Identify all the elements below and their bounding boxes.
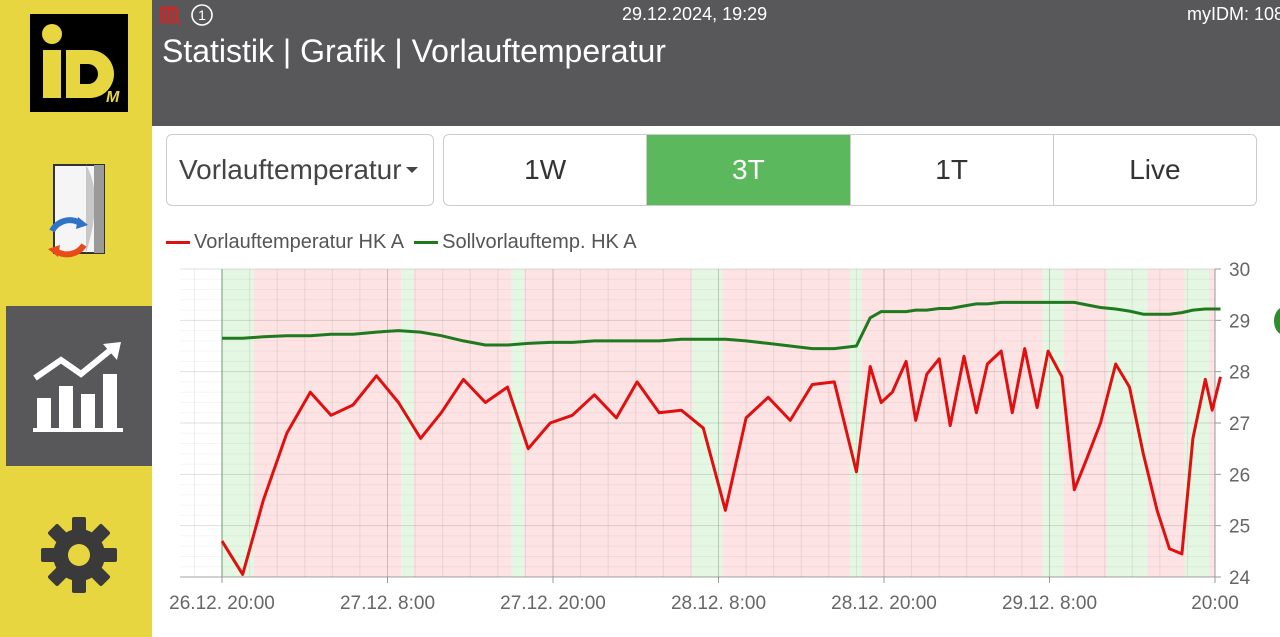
y-tick-label: 29 bbox=[1229, 311, 1250, 332]
y-tick-label: 30 bbox=[1229, 260, 1250, 281]
bar-chart-trend-icon bbox=[33, 342, 123, 432]
band-green-13 bbox=[1107, 269, 1148, 577]
heater-icon bbox=[159, 6, 181, 23]
x-tick-label: 27.12. 20:00 bbox=[500, 593, 606, 614]
sidebar-item-system[interactable] bbox=[6, 134, 152, 298]
legend-swatch-actual bbox=[166, 241, 190, 244]
header-status-icons: 1 bbox=[158, 3, 214, 27]
chevron-down-icon bbox=[405, 167, 418, 173]
range-1t-button[interactable]: 1T bbox=[851, 135, 1054, 205]
sidebar: M bbox=[0, 0, 152, 637]
band-green-5 bbox=[511, 269, 525, 577]
x-tick-label: 26.12. 20:00 bbox=[169, 593, 275, 614]
logo-sub-text: M bbox=[106, 89, 120, 106]
x-tick-label: 28.12. 8:00 bbox=[671, 593, 766, 614]
legend-label-actual: Vorlauftemperatur HK A bbox=[194, 231, 405, 253]
band-green-1 bbox=[222, 269, 254, 577]
page-title: Statistik | Grafik | Vorlauftemperatur bbox=[162, 33, 666, 69]
header-datetime: 29.12.2024, 19:29 bbox=[622, 4, 768, 24]
idm-logo-graphic: M bbox=[42, 24, 120, 106]
series-dropdown[interactable]: Vorlauftemperatur bbox=[166, 134, 434, 206]
band-red-2 bbox=[253, 269, 402, 577]
y-tick-label: 28 bbox=[1229, 363, 1250, 384]
band-red-8 bbox=[722, 269, 850, 577]
sidebar-item-statistics[interactable] bbox=[6, 306, 152, 466]
band-red-14 bbox=[1147, 269, 1185, 577]
y-tick-label: 24 bbox=[1229, 568, 1251, 589]
band-red-10 bbox=[861, 269, 1043, 577]
band-green-3 bbox=[401, 269, 414, 577]
range-3t-button[interactable]: 3T bbox=[647, 135, 851, 205]
gear-icon bbox=[41, 516, 117, 593]
band-green-9 bbox=[849, 269, 862, 577]
legend-swatch-setpoint bbox=[414, 241, 439, 244]
y-tick-label: 26 bbox=[1229, 465, 1250, 486]
sidebar-item-settings[interactable] bbox=[6, 472, 152, 637]
band-red-4 bbox=[413, 269, 512, 577]
x-tick-label: 20:00 bbox=[1191, 593, 1239, 614]
y-tick-label: 25 bbox=[1229, 517, 1250, 538]
series-line-0 bbox=[220, 347, 1222, 576]
idm-logo: M bbox=[30, 14, 128, 112]
range-1w-button[interactable]: 1W bbox=[444, 135, 648, 205]
x-tick-label: 27.12. 8:00 bbox=[340, 593, 435, 614]
x-tick-label: 29.12. 8:00 bbox=[1002, 593, 1097, 614]
series-dropdown-value: Vorlauftemperatur bbox=[179, 154, 402, 185]
x-tick-label: 28.12. 20:00 bbox=[831, 593, 937, 614]
header-badge-number: 1 bbox=[198, 7, 206, 23]
band-green-15 bbox=[1184, 269, 1210, 577]
number-circle-icon: 1 bbox=[191, 4, 213, 26]
y-tick-label: 27 bbox=[1229, 414, 1250, 435]
chart-legend: Vorlauftemperatur HK A Sollvorlauftemp. … bbox=[166, 231, 647, 254]
band-red-6 bbox=[524, 269, 693, 577]
range-selector: 1W 3T 1T Live bbox=[443, 134, 1257, 206]
range-live-button[interactable]: Live bbox=[1129, 154, 1181, 185]
header-myidm-status[interactable]: myIDM: 108 bbox=[1187, 4, 1280, 24]
legend-item-actual[interactable]: Vorlauftemperatur HK A bbox=[166, 231, 404, 254]
side-handle[interactable] bbox=[1274, 307, 1280, 335]
house-cycle-icon bbox=[48, 164, 105, 258]
legend-label-setpoint: Sollvorlauftemp. HK A bbox=[442, 231, 637, 253]
band-green-11 bbox=[1042, 269, 1064, 577]
header: 1 29.12.2024, 19:29 myIDM: 108 Statistik… bbox=[152, 0, 1280, 126]
band-red-16 bbox=[1209, 269, 1215, 577]
band-red-12 bbox=[1063, 269, 1108, 577]
logo-tile[interactable]: M bbox=[6, 0, 152, 126]
legend-item-setpoint[interactable]: Sollvorlauftemp. HK A bbox=[414, 231, 637, 254]
series-line-1 bbox=[222, 300, 1221, 351]
band-green-7 bbox=[692, 269, 723, 577]
